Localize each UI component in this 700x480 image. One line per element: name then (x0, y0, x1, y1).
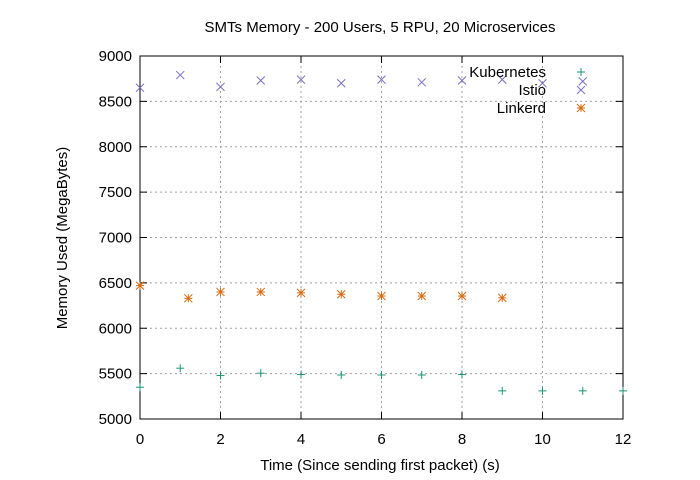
istio-point (497, 75, 507, 84)
legend-label-istio: Istio (518, 82, 546, 99)
istio-point (296, 75, 306, 84)
tick-labels: 0 2 4 6 8 10 12 5000 5500 6000 6500 7000 7500 8000 850… (99, 48, 632, 448)
x-axis-label: Time (Since sending first packet) (s) (260, 457, 500, 474)
istio-point (578, 77, 588, 86)
kubernetes-point (498, 386, 507, 395)
linkerd-point (296, 288, 306, 298)
y-tick-label: 7000 (99, 230, 132, 247)
data-series (135, 70, 627, 395)
x-tick-label: 0 (136, 431, 144, 448)
kubernetes-point (216, 371, 225, 380)
grid (140, 56, 623, 419)
linkerd-point (256, 287, 266, 297)
linkerd-point (135, 281, 145, 290)
kubernetes-point (136, 383, 144, 392)
istio-point (377, 75, 386, 84)
kubernetes-series (136, 364, 627, 395)
y-tick-label: 7500 (99, 184, 132, 201)
legend-label-kubernetes: Kubernetes (469, 64, 546, 81)
kubernetes-point (297, 370, 305, 379)
istio-point (256, 76, 266, 85)
linkerd-point (457, 291, 467, 301)
legend-marker-linkerd (576, 103, 586, 113)
linkerd-point (497, 293, 507, 303)
kubernetes-point (578, 386, 587, 395)
istio-point (417, 77, 427, 87)
linkerd-point (417, 291, 427, 301)
istio-point (216, 82, 225, 92)
x-tick-label: 2 (216, 431, 224, 448)
x-tick-label: 12 (615, 431, 632, 448)
kubernetes-point (337, 370, 346, 379)
linkerd-series (135, 281, 507, 303)
kubernetes-point (256, 369, 265, 378)
y-tick-label: 6000 (99, 320, 132, 337)
axes (139, 55, 624, 420)
legend-label-linkerd: Linkerd (497, 100, 546, 117)
kubernetes-point (377, 370, 386, 379)
linkerd-point (336, 289, 346, 299)
linkerd-point (216, 287, 225, 297)
linkerd-point (183, 293, 193, 303)
kubernetes-point (538, 386, 547, 395)
linkerd-point (377, 291, 386, 301)
istio-point (538, 78, 547, 88)
kubernetes-point (176, 364, 185, 373)
kubernetes-point (417, 370, 426, 379)
kubernetes-point (458, 370, 466, 379)
istio-point (336, 78, 346, 88)
y-tick-label: 6500 (99, 275, 132, 292)
y-tick-label: 9000 (99, 48, 132, 65)
istio-point (457, 76, 467, 85)
x-tick-label: 8 (458, 431, 466, 448)
x-tick-label: 6 (377, 431, 385, 448)
y-axis-label: Memory Used (MegaBytes) (54, 147, 71, 330)
legend-marker-kubernetes (577, 68, 585, 76)
y-tick-label: 8000 (99, 139, 132, 156)
istio-point (175, 70, 185, 80)
x-tick-label: 10 (534, 431, 551, 448)
istio-point (135, 83, 145, 93)
x-tick-label: 4 (297, 431, 305, 448)
legend-marker-istio (576, 85, 586, 95)
y-tick-label: 5500 (99, 366, 132, 383)
kubernetes-point (619, 386, 627, 395)
chart-title: SMTs Memory - 200 Users, 5 RPU, 20 Micro… (205, 19, 556, 36)
istio-series (135, 70, 588, 93)
y-tick-label: 8500 (99, 93, 132, 110)
y-tick-label: 5000 (99, 411, 132, 428)
